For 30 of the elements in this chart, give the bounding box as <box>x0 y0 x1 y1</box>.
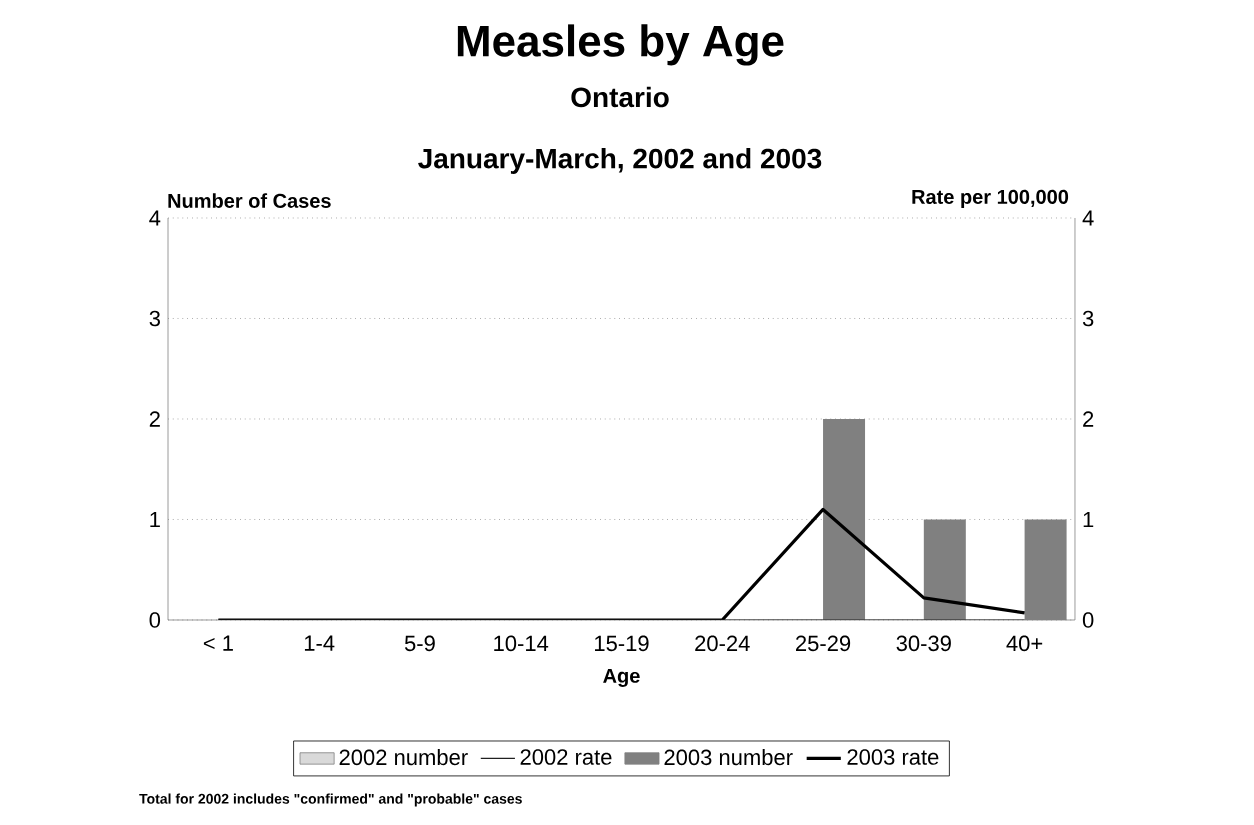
chart-subtitle: Ontario <box>571 86 669 108</box>
x-tick-label: 25-29 <box>796 635 851 652</box>
x-tick-label: 15-19 <box>595 635 649 652</box>
y-tick-label: 2 <box>149 411 160 427</box>
x-tick-label: 40+ <box>1006 635 1043 652</box>
y2-tick-label: 1 <box>1083 511 1094 528</box>
y-axis-title: Number of Cases <box>168 193 331 208</box>
y2-tick-label: 2 <box>1083 411 1094 427</box>
x-tick-label: 1-4 <box>304 635 335 651</box>
x-tick-label: 5-9 <box>404 635 435 652</box>
text: Total for 2002 includes "confirmed" and "probable" cases <box>139 793 522 807</box>
legend-label: 2002 rate <box>520 749 612 765</box>
x-tick-label: 30-39 <box>896 635 951 652</box>
legend-label: 2002 number <box>339 748 468 766</box>
y-tick-label: 4 <box>149 210 161 226</box>
legend-label: 2003 rate <box>847 749 939 765</box>
y2-axis-title: Rate per 100,000 <box>912 189 1069 208</box>
x-axis-title: Age <box>603 668 640 687</box>
y2-tick-label: 0 <box>1082 612 1094 628</box>
y2-tick-label: 3 <box>1082 310 1094 327</box>
y-tick-label: 1 <box>150 511 160 528</box>
y-tick-label: 3 <box>149 310 160 327</box>
y2-tick-label: 4 <box>1082 210 1094 226</box>
x-tick-label: 20-24 <box>695 635 750 652</box>
y-tick-label: 0 <box>149 612 161 628</box>
x-tick-label: 10-14 <box>494 635 549 652</box>
legend-label: 2003 number <box>664 748 793 766</box>
x-tick-label: < 1 <box>203 635 233 651</box>
text: January-March, 2002 and 2003 <box>418 147 822 175</box>
chart-title: Measles by Age <box>457 24 784 66</box>
